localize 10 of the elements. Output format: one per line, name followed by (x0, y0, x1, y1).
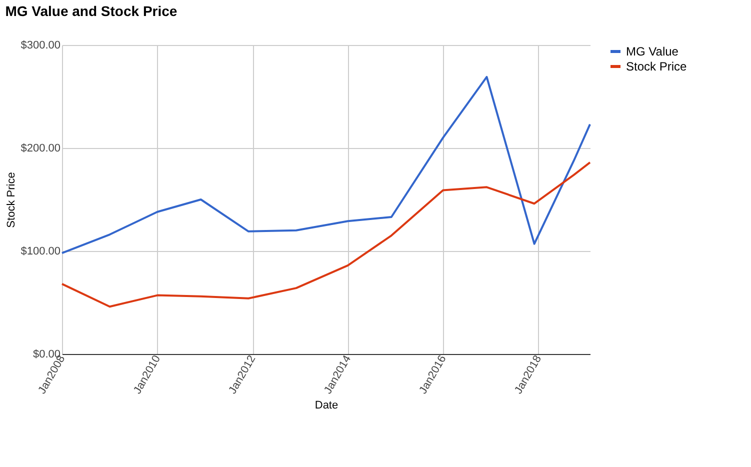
legend-label: MG Value (626, 44, 679, 58)
line-series (61, 161, 591, 308)
y-tick-label: $300.00 (20, 40, 60, 52)
legend-label: Stock Price (626, 60, 688, 74)
chart-title: MG Value and Stock Price (5, 3, 178, 19)
y-axis-title: Stock Price (6, 172, 18, 228)
y-tick-label: $100.00 (20, 246, 60, 258)
y-tick-label: $200.00 (20, 142, 60, 154)
line-series (61, 76, 591, 254)
x-axis-title: Date (314, 400, 338, 412)
